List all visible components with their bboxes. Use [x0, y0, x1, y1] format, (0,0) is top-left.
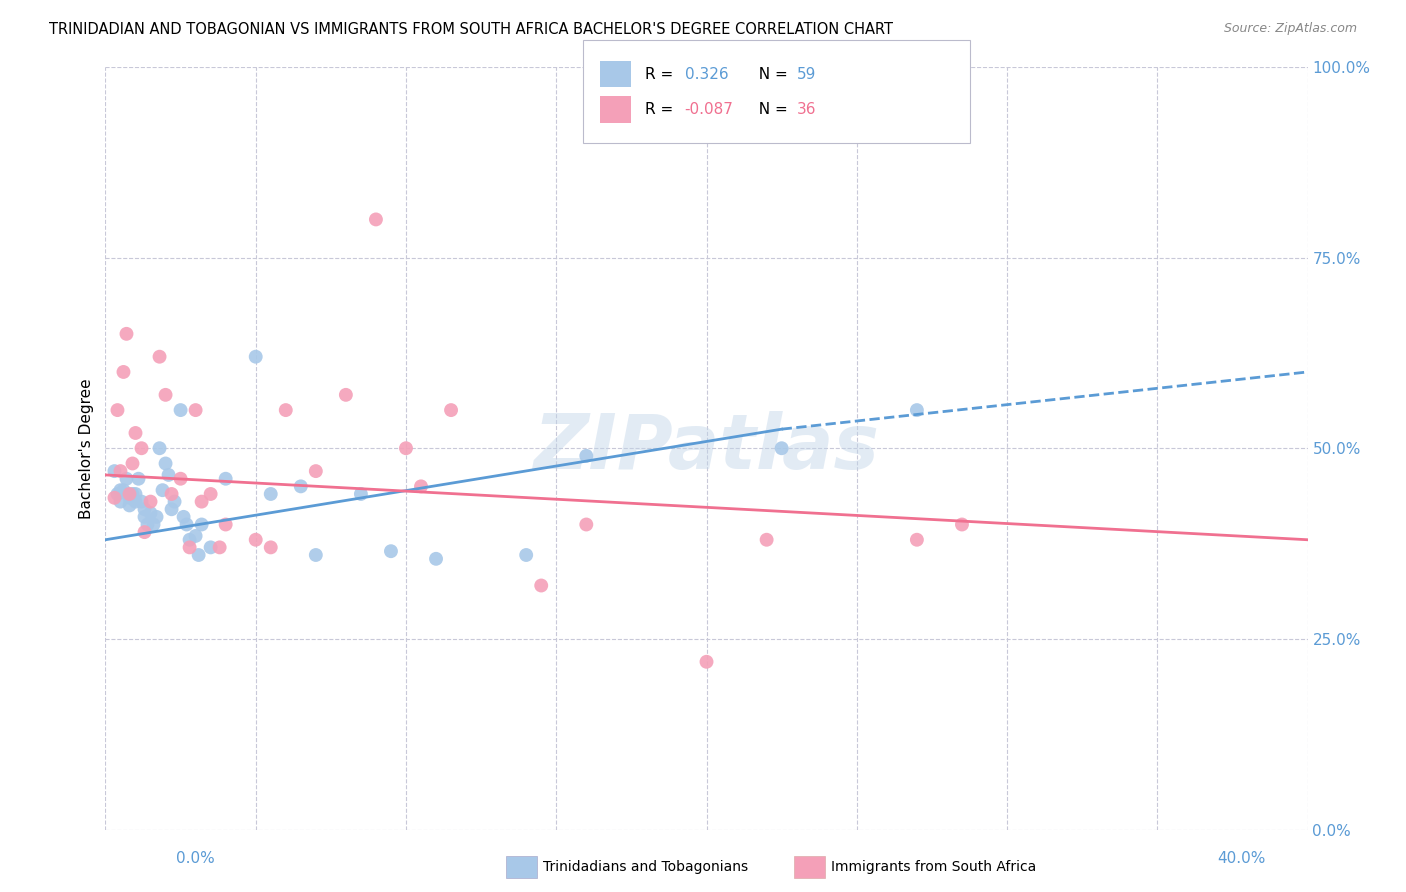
- Point: [145, 509, 167, 524]
- Point: [179, 533, 201, 547]
- Point: [575, 449, 598, 463]
- Point: [425, 551, 447, 566]
- Point: [139, 494, 162, 508]
- Text: N =: N =: [749, 103, 793, 117]
- Point: [148, 350, 170, 364]
- Point: [103, 491, 125, 505]
- Point: [190, 494, 212, 508]
- Point: [142, 517, 165, 532]
- Point: [118, 499, 141, 513]
- Point: [440, 403, 463, 417]
- Point: [131, 494, 153, 508]
- Point: [139, 506, 162, 520]
- Point: [169, 472, 191, 486]
- Point: [136, 517, 159, 532]
- Point: [696, 655, 718, 669]
- Point: [107, 487, 129, 501]
- Point: [214, 472, 236, 486]
- Point: [121, 457, 143, 471]
- Point: [575, 517, 598, 532]
- Text: N =: N =: [749, 67, 793, 81]
- Point: [152, 483, 174, 498]
- Point: [155, 388, 177, 402]
- Point: [128, 472, 150, 486]
- Point: [169, 403, 191, 417]
- Point: [208, 541, 231, 555]
- Text: Immigrants from South Africa: Immigrants from South Africa: [831, 860, 1036, 874]
- Point: [409, 479, 432, 493]
- Point: [163, 494, 186, 508]
- Text: -0.087: -0.087: [685, 103, 734, 117]
- Point: [515, 548, 537, 562]
- Point: [155, 457, 177, 471]
- Point: [112, 483, 135, 498]
- Point: [200, 541, 222, 555]
- Point: [245, 533, 267, 547]
- Point: [184, 529, 207, 543]
- Point: [134, 509, 156, 524]
- Point: [214, 517, 236, 532]
- Point: [134, 502, 156, 516]
- Point: [134, 525, 156, 540]
- Point: [364, 212, 387, 227]
- Point: [148, 442, 170, 455]
- Point: [173, 509, 195, 524]
- Point: [380, 544, 402, 558]
- Text: R =: R =: [645, 67, 679, 81]
- Point: [131, 442, 153, 455]
- Point: [755, 533, 778, 547]
- Text: 36: 36: [797, 103, 817, 117]
- Point: [530, 578, 553, 592]
- Point: [187, 548, 209, 562]
- Point: [110, 464, 132, 478]
- Point: [115, 472, 138, 486]
- Text: 0.0%: 0.0%: [176, 851, 215, 865]
- Text: Source: ZipAtlas.com: Source: ZipAtlas.com: [1223, 22, 1357, 36]
- Point: [905, 533, 928, 547]
- Y-axis label: Bachelor's Degree: Bachelor's Degree: [79, 378, 94, 518]
- Point: [115, 326, 138, 341]
- Point: [124, 494, 146, 508]
- Point: [118, 491, 141, 505]
- Point: [770, 442, 793, 455]
- Point: [118, 487, 141, 501]
- Point: [260, 487, 283, 501]
- Text: 40.0%: 40.0%: [1218, 851, 1265, 865]
- Point: [290, 479, 312, 493]
- Point: [124, 425, 146, 440]
- Point: [110, 483, 132, 498]
- Text: TRINIDADIAN AND TOBAGONIAN VS IMMIGRANTS FROM SOUTH AFRICA BACHELOR'S DEGREE COR: TRINIDADIAN AND TOBAGONIAN VS IMMIGRANTS…: [49, 22, 893, 37]
- Point: [305, 464, 328, 478]
- Point: [905, 403, 928, 417]
- Point: [179, 541, 201, 555]
- Point: [245, 350, 267, 364]
- Text: R =: R =: [645, 103, 679, 117]
- Point: [335, 388, 357, 402]
- Point: [305, 548, 328, 562]
- Text: 0.326: 0.326: [685, 67, 728, 81]
- Point: [124, 487, 146, 501]
- Point: [184, 403, 207, 417]
- Point: [103, 464, 125, 478]
- Point: [395, 442, 418, 455]
- Point: [157, 467, 180, 482]
- Text: Trinidadians and Tobagonians: Trinidadians and Tobagonians: [543, 860, 748, 874]
- Point: [176, 517, 198, 532]
- Point: [121, 487, 143, 501]
- Point: [112, 365, 135, 379]
- Point: [200, 487, 222, 501]
- Point: [110, 494, 132, 508]
- Text: ZIPatlas: ZIPatlas: [533, 411, 880, 485]
- Point: [260, 541, 283, 555]
- Point: [950, 517, 973, 532]
- Point: [350, 487, 373, 501]
- Point: [107, 403, 129, 417]
- Point: [160, 502, 183, 516]
- Point: [274, 403, 297, 417]
- Point: [160, 487, 183, 501]
- Point: [190, 517, 212, 532]
- Text: 59: 59: [797, 67, 817, 81]
